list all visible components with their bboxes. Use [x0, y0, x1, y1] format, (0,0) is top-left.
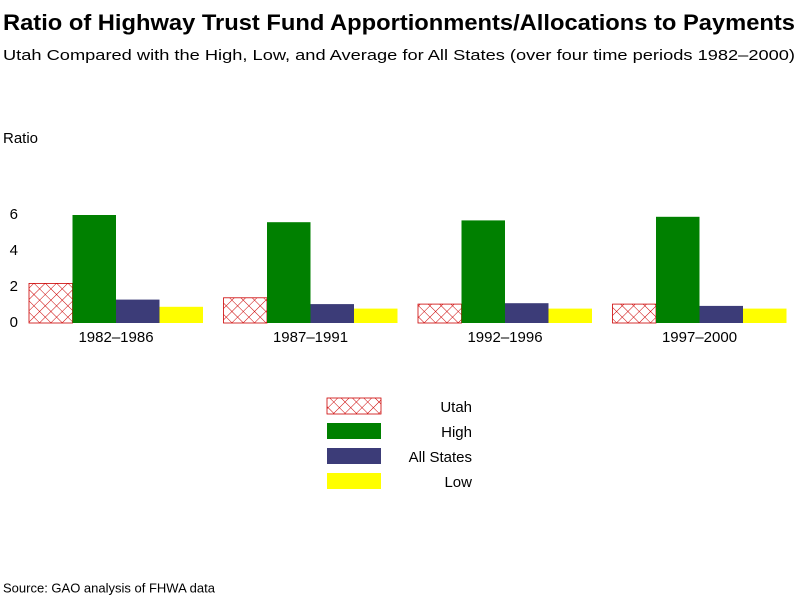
bar: [116, 299, 160, 323]
bar: [267, 222, 311, 323]
bar: [461, 220, 505, 323]
y-tick-label: 2: [10, 278, 18, 295]
bar: [417, 303, 462, 324]
bar: [159, 306, 203, 323]
x-tick-label: 1982–1986: [78, 329, 153, 346]
legend-label: Utah: [440, 399, 472, 416]
bar: [505, 303, 549, 323]
x-tick-label: 1997–2000: [662, 329, 737, 346]
bar: [699, 305, 743, 323]
x-tick-label: 1992–1996: [467, 329, 542, 346]
y-tick-label: 0: [10, 314, 18, 331]
bar: [310, 304, 354, 323]
chart-subtitle: Utah Compared with the High, Low, and Av…: [3, 47, 795, 64]
x-tick-label: 1987–1991: [273, 329, 348, 346]
bar: [612, 303, 657, 324]
bar: [72, 215, 116, 323]
legend-swatch: [326, 397, 382, 415]
y-axis-label: Ratio: [3, 130, 38, 147]
legend-swatch: [327, 473, 381, 489]
source-note: Source: GAO analysis of FHWA data: [3, 580, 216, 595]
y-tick-label: 6: [10, 206, 18, 223]
y-tick-label: 4: [10, 242, 18, 259]
legend-swatch: [327, 423, 381, 439]
bar: [354, 308, 398, 323]
bar: [743, 308, 787, 323]
chart-title: Ratio of Highway Trust Fund Apportionmen…: [3, 10, 795, 35]
legend-swatch: [327, 448, 381, 464]
legend-label: High: [441, 424, 472, 441]
legend-label: Low: [444, 474, 472, 491]
legend-label: All States: [409, 449, 472, 466]
bar: [223, 297, 268, 324]
bar: [28, 282, 73, 324]
bar: [548, 308, 592, 323]
bar: [656, 216, 700, 323]
